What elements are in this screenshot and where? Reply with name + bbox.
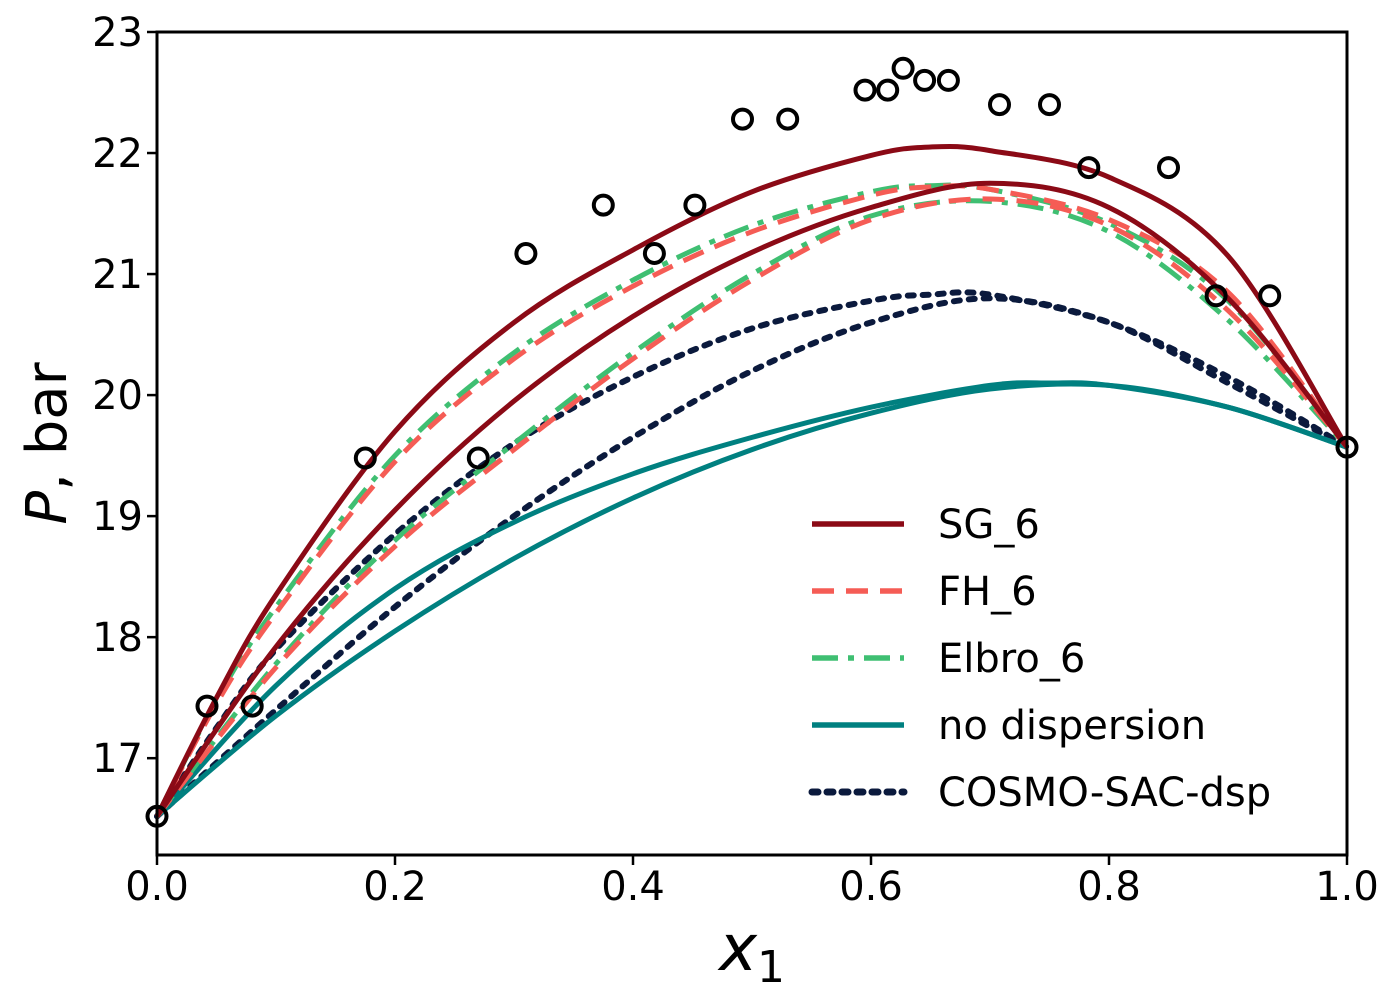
x-axis-label: x1 bbox=[717, 912, 785, 993]
y-tick-label: 17 bbox=[92, 736, 143, 782]
y-axis-label-italic: P bbox=[15, 491, 80, 525]
experimental-point bbox=[1038, 93, 1061, 117]
experimental-point bbox=[1204, 284, 1228, 308]
x-axis-label-main: x bbox=[717, 912, 758, 986]
experimental-point bbox=[1157, 156, 1180, 180]
curves-layer bbox=[154, 143, 1350, 820]
legend-label: Elbro_6 bbox=[938, 636, 1085, 682]
experimental-point bbox=[891, 56, 915, 80]
y-axis-label-rest: , bar bbox=[15, 361, 80, 490]
sg-6-bubble-curve bbox=[154, 180, 1349, 818]
legend-label: COSMO-SAC-dsp bbox=[938, 770, 1271, 816]
legend: SG_6 FH_6 Elbro_6no dispersion COSMO-SAC-ds… bbox=[808, 502, 1271, 816]
no-dispersion-bubble-curve bbox=[155, 381, 1348, 819]
experimental-point bbox=[353, 446, 377, 470]
y-tick-label: 18 bbox=[92, 615, 143, 661]
experimental-point bbox=[876, 78, 900, 102]
experimental-point bbox=[1258, 284, 1282, 308]
x-tick-label: 0.0 bbox=[125, 864, 189, 910]
x-tick-label: 1.0 bbox=[1315, 864, 1379, 910]
fh-6-dew-curve bbox=[154, 183, 1349, 818]
y-tick-label: 19 bbox=[92, 494, 143, 540]
y-tick-label: 20 bbox=[92, 373, 143, 419]
y-axis-ticks: 17 18 19 20 21 22 23 bbox=[92, 10, 157, 782]
cosmo-sac-dsp-bubble-curve bbox=[154, 295, 1350, 820]
x-axis-label-sub: 1 bbox=[757, 942, 785, 993]
x-tick-label: 0.8 bbox=[1077, 864, 1141, 910]
y-tick-label: 21 bbox=[92, 252, 143, 298]
y-tick-label: 22 bbox=[92, 131, 143, 177]
experimental-point bbox=[731, 107, 754, 131]
x-tick-label: 0.2 bbox=[363, 864, 427, 910]
y-tick-label: 23 bbox=[92, 10, 143, 56]
legend-label: no dispersion bbox=[938, 703, 1206, 749]
experimental-point bbox=[642, 242, 666, 265]
elbro-6-bubble-curve bbox=[155, 198, 1349, 818]
legend-label: FH_6 bbox=[938, 569, 1037, 615]
experimental-point bbox=[988, 93, 1011, 117]
experimental-point bbox=[776, 107, 800, 131]
experimental-point bbox=[591, 193, 615, 217]
experimental-point bbox=[1077, 156, 1101, 180]
experimental-point bbox=[195, 694, 219, 718]
legend-label: SG_6 bbox=[938, 502, 1040, 548]
x-tick-label: 0.4 bbox=[601, 864, 665, 910]
experimental-point bbox=[936, 68, 960, 92]
sg-6-dew-curve bbox=[154, 143, 1350, 818]
experimental-point bbox=[853, 78, 877, 102]
experimental-point bbox=[514, 242, 538, 265]
x-tick-label: 0.6 bbox=[839, 864, 903, 910]
experimental-point bbox=[683, 193, 707, 217]
plot-frame bbox=[155, 30, 1349, 857]
y-axis-label: P, bar bbox=[15, 361, 80, 524]
fh-6-bubble-curve bbox=[155, 196, 1349, 818]
experimental-point bbox=[913, 68, 937, 92]
experimental-point bbox=[240, 694, 264, 718]
experimental-point bbox=[466, 446, 490, 470]
x-axis-ticks: 0.0 0.2 0.4 0.6 0.8 1.0 bbox=[125, 855, 1379, 910]
